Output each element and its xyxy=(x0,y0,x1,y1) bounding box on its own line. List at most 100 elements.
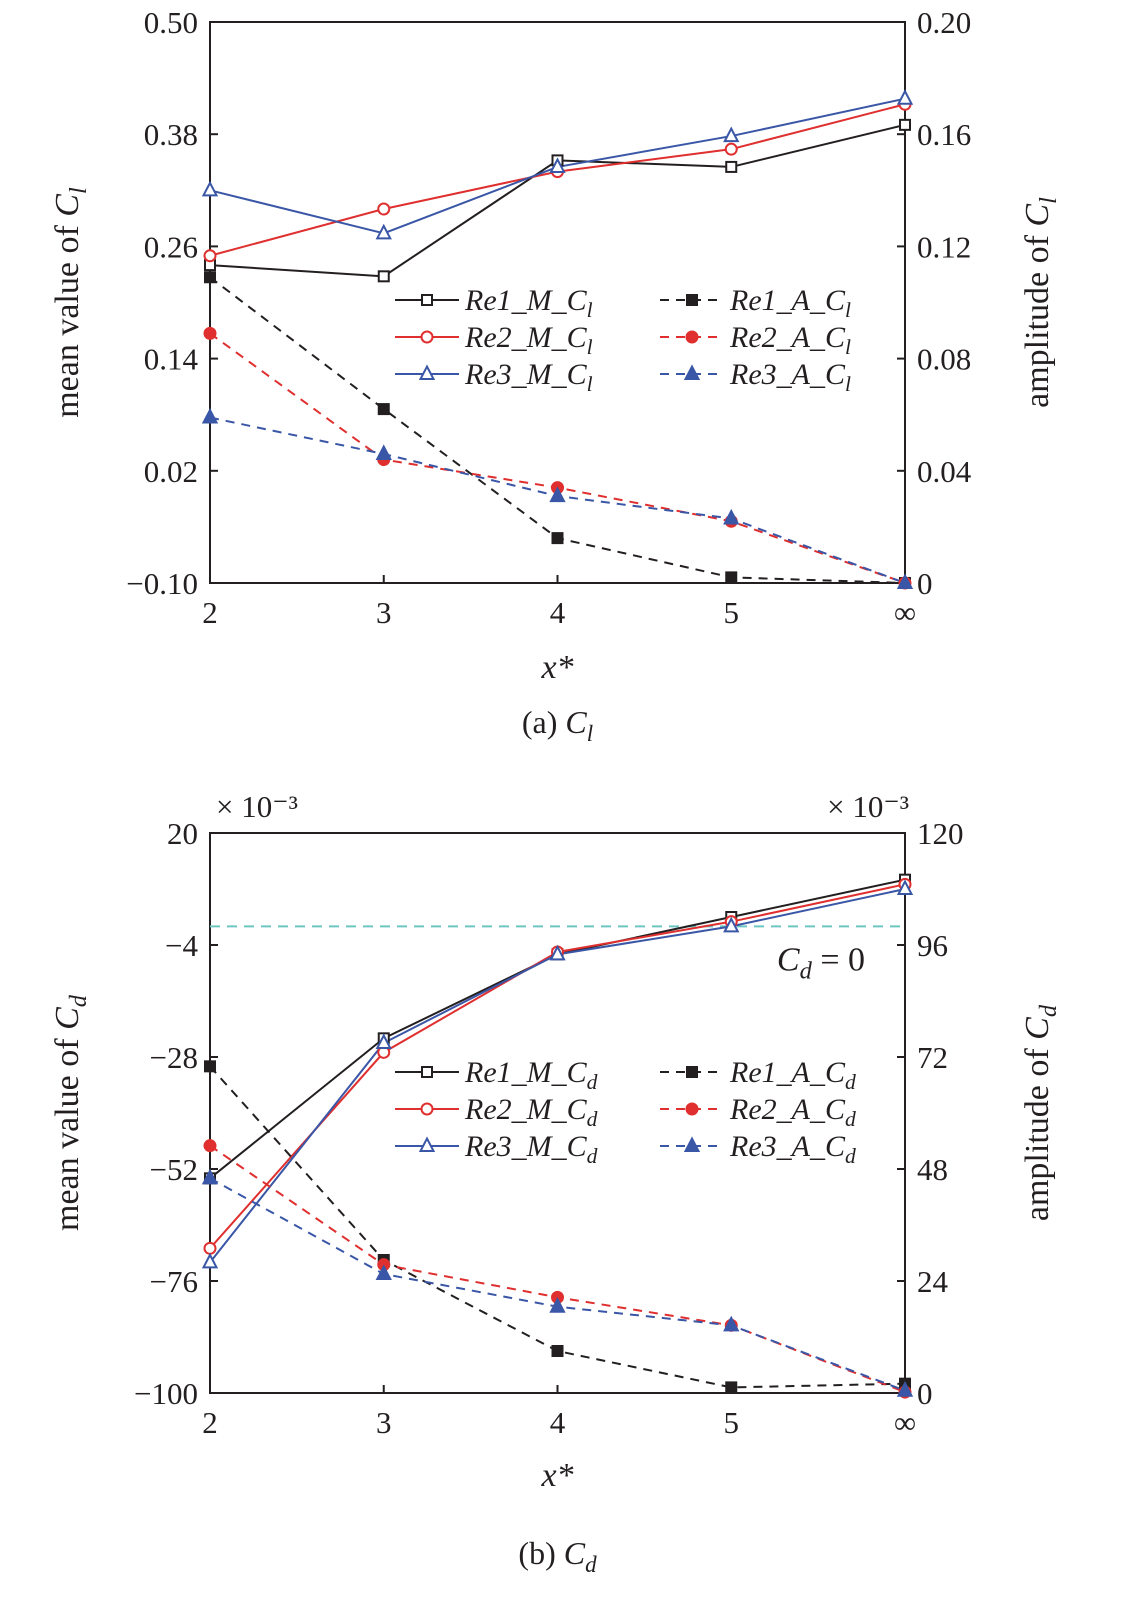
legend-label: Re1_A_Cd xyxy=(729,1056,856,1094)
data-point xyxy=(725,571,738,584)
data-point xyxy=(896,1381,914,1397)
y-left-tick-label: 0.50 xyxy=(144,5,198,40)
x-tick-label: 2 xyxy=(202,595,218,630)
y-left-tick-label: −52 xyxy=(150,1152,198,1187)
data-point xyxy=(377,270,390,283)
data-point xyxy=(723,126,740,143)
y-left-axis-title-text: mean value of xyxy=(49,217,86,418)
legend-label-text: Re2_M_C xyxy=(464,321,588,354)
legend-label-text: Re1_A_C xyxy=(729,284,846,317)
y-right-tick-label: 0.08 xyxy=(917,342,971,377)
y-left-axis-title-subscript: l xyxy=(65,187,92,194)
legend-marker xyxy=(420,330,434,344)
legend-marker xyxy=(685,1102,699,1116)
y-right-axis-title-subscript: d xyxy=(1035,1004,1062,1017)
legend-label-subscript: d xyxy=(587,1070,598,1094)
legend-label-subscript: d xyxy=(845,1144,856,1168)
legend-label: Re2_M_Cl xyxy=(464,321,593,359)
data-point xyxy=(549,1297,566,1313)
y-right-tick-label: 0 xyxy=(917,566,933,601)
y-right-axis-title: amplitude of Cd xyxy=(1019,1004,1062,1221)
data-point xyxy=(551,532,564,545)
data-point xyxy=(377,403,390,416)
legend-marker xyxy=(683,364,701,381)
series-line xyxy=(209,103,906,257)
y-right-tick-label: 120 xyxy=(917,816,964,851)
series-line xyxy=(209,1177,906,1392)
data-point xyxy=(896,573,914,590)
legend-marker xyxy=(420,1102,434,1116)
figure-caption-text: (a) xyxy=(522,704,566,740)
x-tick-label: 5 xyxy=(724,1405,740,1440)
data-point xyxy=(375,444,392,461)
x-tick-label: 5 xyxy=(724,595,740,630)
data-point xyxy=(725,160,738,173)
legend-label-text: Re1_M_C xyxy=(464,1056,588,1089)
legend-marker xyxy=(421,1066,433,1078)
legend-label: Re2_A_Cd xyxy=(729,1093,856,1131)
legend-label-subscript: d xyxy=(845,1070,856,1094)
data-point xyxy=(549,486,566,503)
legend-marker xyxy=(418,364,436,381)
legend-label-subscript: l xyxy=(587,372,593,396)
y-left-tick-label: 0.02 xyxy=(144,454,198,489)
y-right-tick-label: 48 xyxy=(917,1152,948,1187)
data-point xyxy=(201,1168,219,1185)
y-right-tick-label: 0 xyxy=(917,1376,933,1411)
legend-label-text: Re3_M_C xyxy=(464,358,588,391)
legend-marker xyxy=(685,330,699,344)
y-left-multiplier: × 10⁻³ xyxy=(216,789,298,824)
legend-label: Re3_M_Cl xyxy=(464,358,593,396)
reference-line-label-suffix: = 0 xyxy=(812,941,865,978)
legend: Re1_M_CdRe2_M_CdRe3_M_CdRe1_A_CdRe2_A_Cd… xyxy=(395,1056,856,1168)
y-left-axis-title-subscript: d xyxy=(65,994,92,1007)
y-right-axis-title-symbol: C xyxy=(1019,1017,1056,1040)
legend-label: Re3_A_Cl xyxy=(729,358,851,396)
figure-caption: (a) Cl xyxy=(522,704,593,746)
x-axis-title: x* xyxy=(540,1457,573,1494)
data-point xyxy=(896,89,914,105)
legend-label-text: Re1_A_C xyxy=(729,1056,846,1089)
legend-label: Re3_A_Cd xyxy=(729,1130,856,1168)
chart-panel-1: 2 3 4 5 ∞ −0.10 0.02 0.14 0.26 0.38 0.50 0 0.04 0.08 0… xyxy=(49,5,1062,746)
legend-label-subscript: d xyxy=(845,1107,856,1131)
data-point xyxy=(723,916,740,933)
figure-caption-subscript: d xyxy=(585,1551,597,1577)
legend-label-subscript: l xyxy=(845,372,851,396)
y-left-tick-label: −100 xyxy=(134,1376,198,1411)
legend-marker xyxy=(683,1136,701,1153)
data-point xyxy=(203,249,217,263)
y-right-axis-title-symbol: C xyxy=(1019,204,1056,227)
legend-label: Re3_M_Cd xyxy=(464,1130,598,1168)
y-left-axis-title-symbol: C xyxy=(49,194,86,217)
y-right-tick-label: 0.20 xyxy=(917,5,971,40)
data-point xyxy=(377,202,391,216)
figure-caption: (b) Cd xyxy=(518,1535,597,1577)
series-line xyxy=(209,123,906,278)
data-point xyxy=(375,1264,392,1281)
y-left-axis-title: mean value of Cd xyxy=(49,994,92,1231)
data-point xyxy=(723,508,740,525)
y-right-tick-label: 0.12 xyxy=(917,229,971,264)
x-tick-label: ∞ xyxy=(894,595,916,630)
y-right-multiplier: × 10⁻³ xyxy=(827,789,909,824)
figure-caption-symbol: C xyxy=(565,704,587,740)
x-tick-label: ∞ xyxy=(894,1405,916,1440)
figure-caption-text: (b) xyxy=(518,1535,563,1571)
data-point xyxy=(201,407,219,424)
figure-caption-subscript: l xyxy=(587,720,593,746)
legend-label-text: Re2_A_C xyxy=(729,1093,846,1126)
x-tick-label: 3 xyxy=(376,595,392,630)
legend-label-text: Re3_A_C xyxy=(729,1130,846,1163)
y-right-axis-title-subscript: l xyxy=(1035,197,1062,204)
x-axis-title: x* xyxy=(540,649,573,686)
data-point xyxy=(899,118,911,131)
legend-marker xyxy=(418,1136,436,1153)
data-point xyxy=(549,944,566,961)
data-point xyxy=(725,1381,738,1394)
y-right-axis-title: amplitude of Cl xyxy=(1019,197,1062,408)
data-point xyxy=(201,1252,219,1269)
y-left-axis-title: mean value of Cl xyxy=(49,187,92,418)
legend-label-subscript: l xyxy=(845,298,851,322)
